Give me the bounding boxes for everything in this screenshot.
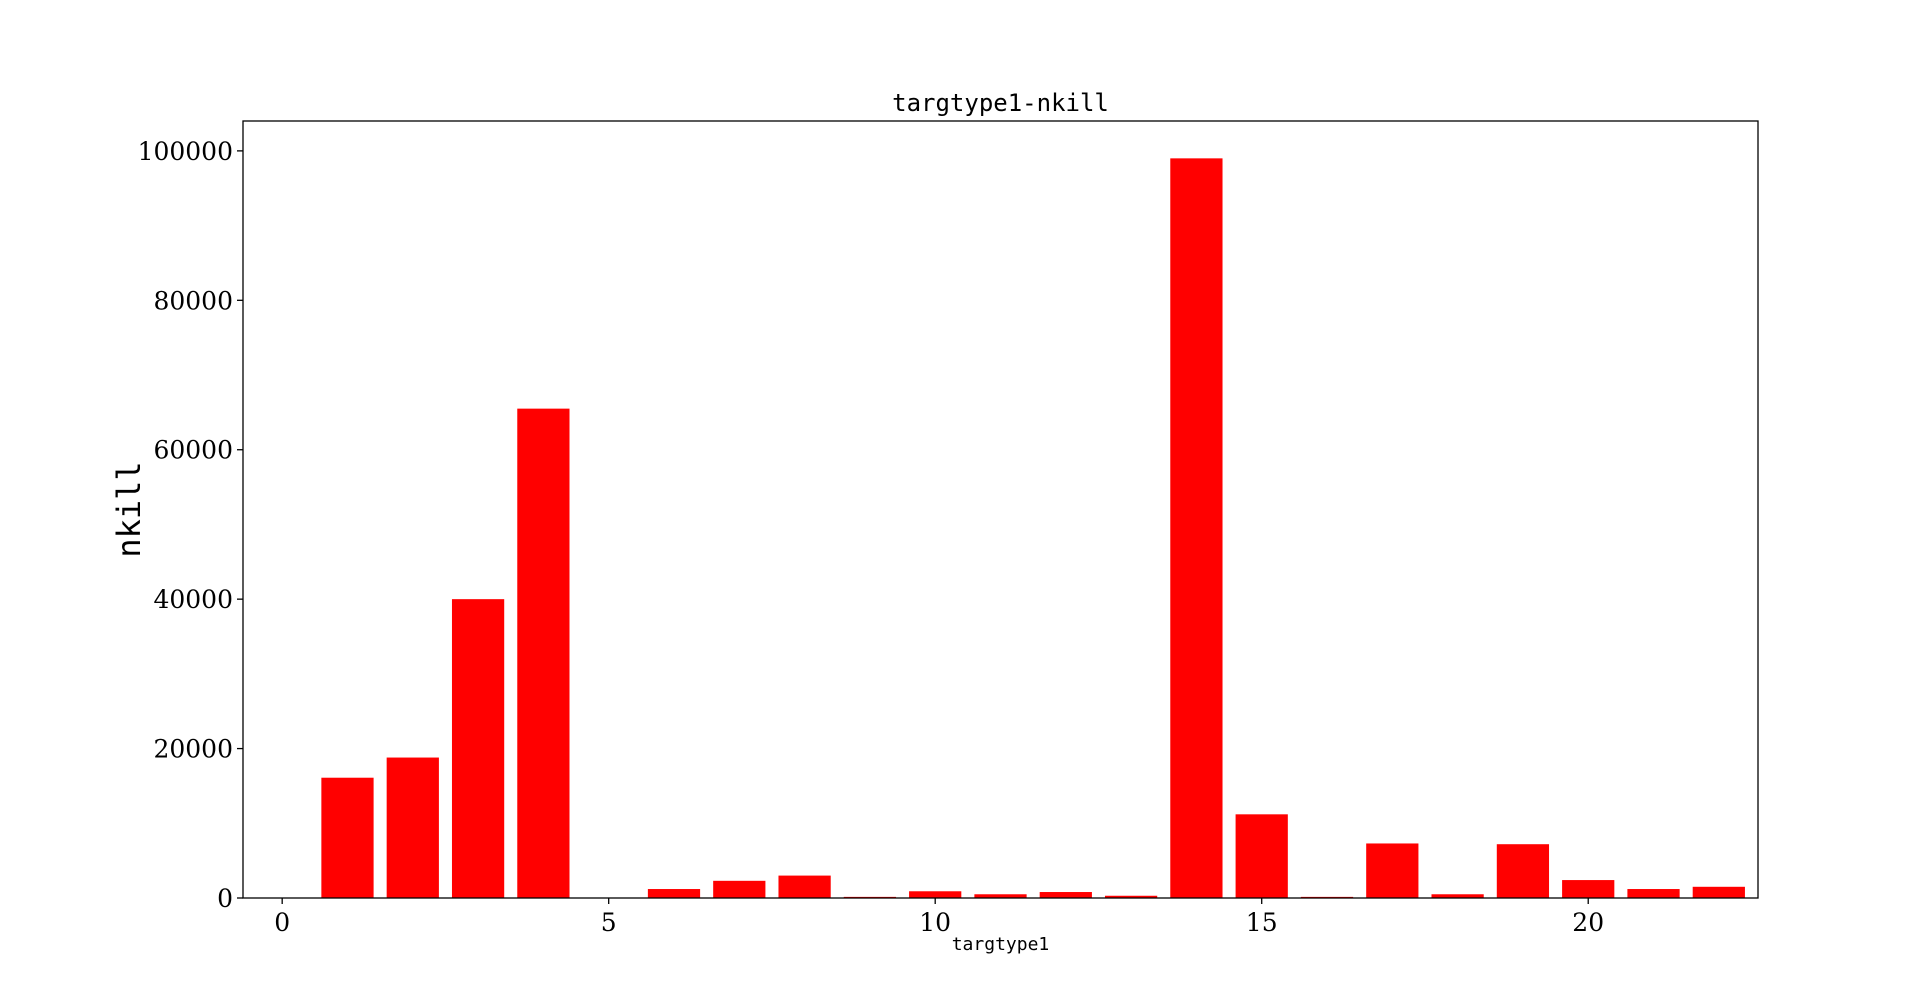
bar	[1496, 844, 1550, 898]
bar	[778, 875, 831, 898]
x-tick-label: 0	[274, 908, 290, 937]
x-axis: 0 5 10 15 20	[274, 898, 1604, 937]
x-tick-label: 20	[1572, 908, 1604, 937]
x-tick-label: 15	[1246, 908, 1278, 937]
y-tick-label: 20000	[153, 735, 233, 764]
x-axis-label: targtype1	[952, 934, 1050, 955]
bar	[974, 894, 1027, 898]
bar	[1627, 889, 1680, 898]
chart-title: targtype1-nkill	[892, 89, 1109, 117]
bar	[909, 891, 962, 898]
y-axis: 0 20000 40000 60000 80000 100000	[138, 137, 243, 913]
bars-group	[321, 158, 1745, 898]
y-tick-label: 0	[217, 884, 233, 913]
bar	[713, 880, 766, 898]
bar	[451, 599, 505, 898]
bar	[1366, 843, 1419, 898]
x-tick-label: 10	[919, 908, 951, 937]
y-tick-label: 100000	[138, 137, 233, 166]
bar	[517, 408, 570, 898]
bar	[386, 757, 439, 898]
y-tick-label: 80000	[153, 286, 233, 315]
bar	[1431, 894, 1484, 898]
bar	[1235, 814, 1288, 898]
x-tick-label: 5	[601, 908, 617, 937]
y-tick-label: 60000	[153, 436, 233, 465]
bar	[647, 889, 701, 898]
bar	[1562, 880, 1615, 898]
y-axis-label: nkill	[110, 461, 148, 557]
y-tick-label: 40000	[153, 585, 233, 614]
plot-frame	[242, 120, 1759, 899]
bar	[1104, 895, 1158, 898]
bar	[1170, 158, 1223, 898]
bar	[1692, 886, 1745, 898]
bar	[1039, 892, 1092, 898]
bar	[321, 777, 374, 898]
